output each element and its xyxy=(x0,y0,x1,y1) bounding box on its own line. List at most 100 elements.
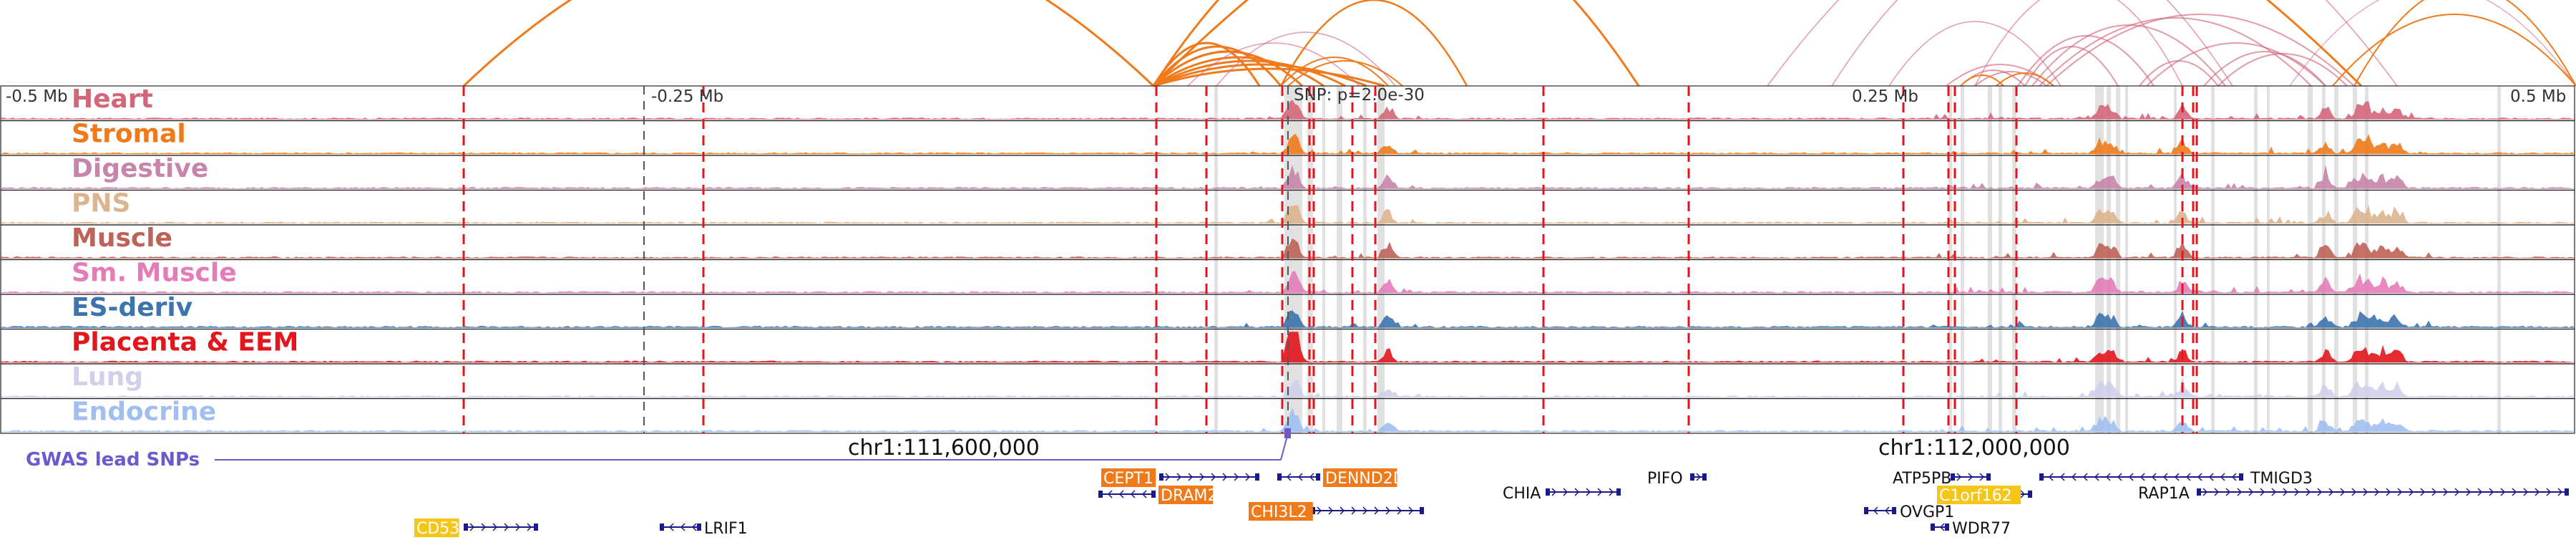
interaction-arc xyxy=(2031,24,2226,87)
gene-exon xyxy=(464,524,468,531)
track-label: Sm. Muscle xyxy=(72,259,237,288)
gene-exon xyxy=(2028,491,2032,498)
strand-arrow xyxy=(2071,473,2077,481)
interaction-arc xyxy=(1974,71,2047,87)
strand-arrow xyxy=(1397,506,1402,515)
gene-exon xyxy=(2039,473,2044,481)
strand-arrow xyxy=(2454,488,2460,496)
strand-arrow xyxy=(1340,506,1345,515)
strand-arrow xyxy=(2225,488,2231,496)
track-signal xyxy=(1,133,2575,155)
strand-arrow xyxy=(1328,506,1334,515)
strand-arrow xyxy=(2094,473,2099,481)
strand-arrow xyxy=(1309,473,1314,481)
strand-arrow xyxy=(1609,488,1614,496)
interaction-arc xyxy=(1287,60,1403,87)
gene-label: DRAM2 xyxy=(1161,487,1217,505)
strand-arrow xyxy=(481,523,487,531)
gene-label: CHI3L2 xyxy=(1251,503,1307,521)
gene-label: WDR77 xyxy=(1952,520,2011,537)
strand-arrow xyxy=(1374,506,1380,515)
gene-exon xyxy=(1420,507,1424,514)
strand-arrow xyxy=(680,523,686,531)
strand-arrow xyxy=(1211,473,1216,481)
interaction-arc xyxy=(462,0,1155,87)
strand-arrow xyxy=(504,523,509,531)
track-label: PNS xyxy=(72,189,130,218)
strand-arrow xyxy=(1362,506,1368,515)
strand-arrow xyxy=(2420,488,2426,496)
strand-arrow xyxy=(2294,488,2300,496)
strand-arrow xyxy=(2208,473,2214,481)
strand-arrow xyxy=(1408,506,1414,515)
strand-arrow xyxy=(2283,488,2288,496)
strand-arrow xyxy=(668,523,674,531)
interaction-arc xyxy=(1996,72,2054,87)
strand-arrow xyxy=(1385,506,1391,515)
scale-left-label: -0.5 Mb xyxy=(6,87,68,106)
strand-arrow xyxy=(2386,488,2391,496)
interaction-arc xyxy=(1153,67,1385,87)
gene-highlight-box xyxy=(1249,502,1313,521)
strand-arrow xyxy=(2466,488,2472,496)
strand-arrow xyxy=(527,523,532,531)
strand-arrow xyxy=(1317,506,1322,515)
gene-exon xyxy=(1986,473,1991,481)
strand-arrow xyxy=(2351,488,2357,496)
track-label: Stromal xyxy=(72,120,186,149)
strand-arrow xyxy=(2443,488,2449,496)
interaction-arc xyxy=(2289,0,2576,87)
strand-arrow xyxy=(492,523,498,531)
interaction-arc xyxy=(1974,0,2183,87)
gene-exon xyxy=(2565,488,2569,496)
track-label: Muscle xyxy=(72,223,172,253)
interaction-loops xyxy=(462,0,2576,87)
strand-arrow xyxy=(2477,488,2483,496)
strand-arrow xyxy=(2431,488,2437,496)
gene-label: TMIGD3 xyxy=(2250,470,2313,488)
scale-quarter-left-label: -0.25 Mb xyxy=(651,87,723,106)
interaction-arc xyxy=(2353,0,2576,87)
gene-exon xyxy=(1945,524,1949,531)
gene-exon xyxy=(1316,473,1320,481)
gene-exon xyxy=(1616,488,1621,496)
gene-label: CHIA xyxy=(1503,485,1541,503)
strand-arrow xyxy=(1245,473,1251,481)
gene-exon xyxy=(1255,473,1259,481)
gene-exon xyxy=(1864,507,1868,514)
gene-label: OVGP1 xyxy=(1900,503,1954,521)
strand-arrow xyxy=(2140,473,2145,481)
track-label: Lung xyxy=(72,362,143,392)
strand-arrow xyxy=(2489,488,2494,496)
strand-arrow xyxy=(2197,473,2202,481)
gene-annotation-track: CEPT1 DENND2D DRAM2 CHI3L2 CHIA PIFO ATP5PBC1o… xyxy=(414,468,2569,538)
track-labels: Heart Stromal Digestive PNS Muscle Sm. Muscle… xyxy=(72,85,298,427)
gene-label: CEPT1 xyxy=(1103,470,1153,488)
gene-label: C1orf162 xyxy=(1939,487,2012,505)
strand-arrow xyxy=(2220,473,2225,481)
strand-arrow xyxy=(2557,488,2563,496)
strand-arrow xyxy=(2374,488,2380,496)
strand-arrow xyxy=(1297,473,1303,481)
strand-arrow xyxy=(2105,473,2111,481)
gene-label: LRIF1 xyxy=(704,520,748,537)
gene-label: PIFO xyxy=(1647,470,1683,488)
track-label: Endocrine xyxy=(72,397,216,427)
coordinate-right-label: chr1:112,000,000 xyxy=(1878,435,2070,461)
enhancer-marker-lines xyxy=(462,86,2198,433)
strand-arrow xyxy=(1118,490,1124,498)
strand-arrow xyxy=(1222,473,1228,481)
strand-arrow xyxy=(1884,506,1890,515)
gene-exon xyxy=(1159,473,1163,481)
strand-arrow xyxy=(1130,490,1136,498)
strand-arrow xyxy=(1696,473,1702,481)
interaction-arc xyxy=(1216,32,1396,87)
strand-arrow xyxy=(1234,473,1239,481)
scale-quarter-right-label: 0.25 Mb xyxy=(1852,87,1918,106)
scale-right-label: 0.5 Mb xyxy=(2510,87,2566,106)
interaction-arc xyxy=(2146,42,2326,87)
gene-exon xyxy=(1931,524,1935,531)
gene-exon xyxy=(660,524,664,531)
strand-arrow xyxy=(1979,473,1985,481)
